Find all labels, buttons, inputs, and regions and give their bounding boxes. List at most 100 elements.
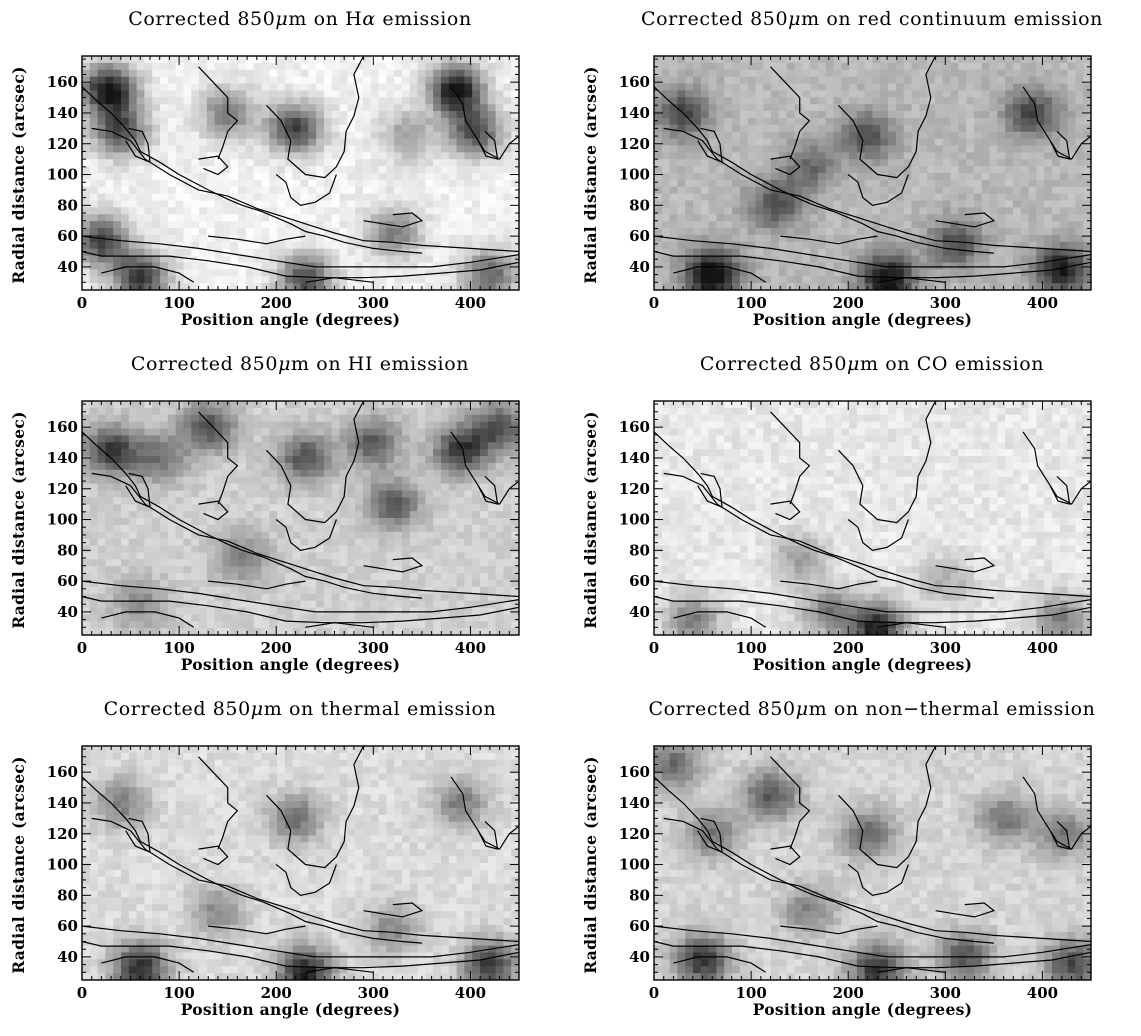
contour-overlay xyxy=(654,56,1091,283)
heatmap-cell xyxy=(495,407,504,416)
heatmap-cell xyxy=(277,442,286,450)
heatmap-cell xyxy=(456,159,465,167)
heatmap-cell xyxy=(778,193,788,202)
heatmap-cell xyxy=(763,269,772,277)
heatmap-cell xyxy=(973,248,983,257)
heatmap-cell xyxy=(199,152,208,160)
heatmap-cell xyxy=(323,276,333,284)
heatmap-cell xyxy=(339,152,348,160)
heatmap-cell xyxy=(989,173,998,181)
heatmap-cell xyxy=(105,200,114,209)
heatmap-cell xyxy=(355,111,364,119)
heatmap-cell xyxy=(82,483,91,492)
heatmap-cell xyxy=(724,234,733,243)
heatmap-cell xyxy=(144,449,153,457)
heatmap-cell xyxy=(700,200,710,209)
heatmap-cell xyxy=(934,283,944,290)
heatmap-cell xyxy=(331,76,341,85)
contour-line xyxy=(82,250,519,279)
heatmap-cell xyxy=(981,166,991,174)
heatmap-cell xyxy=(300,166,309,174)
heatmap-cell xyxy=(199,145,208,153)
heatmap-cell xyxy=(833,173,842,181)
heatmap-cell xyxy=(669,207,679,215)
heatmap-cell xyxy=(856,152,866,160)
heatmap-cell xyxy=(308,269,317,277)
heatmap-cell xyxy=(739,221,749,229)
heatmap-cell xyxy=(472,179,481,188)
heatmap-cell xyxy=(362,186,372,195)
heatmap-cell xyxy=(199,248,208,257)
heatmap-cell xyxy=(82,421,91,430)
heatmap-cell xyxy=(973,283,983,290)
heatmap-cell xyxy=(370,56,380,64)
heatmap-cell xyxy=(440,490,450,498)
heatmap-cell xyxy=(981,62,991,71)
heatmap-cell xyxy=(661,69,671,78)
heatmap-cell xyxy=(479,152,489,160)
heatmap-cell xyxy=(308,248,317,257)
heatmap-cell xyxy=(386,421,395,430)
heatmap-cell xyxy=(456,111,465,119)
heatmap-cell xyxy=(394,442,403,450)
heatmap-cell xyxy=(230,421,239,430)
heatmap-cell xyxy=(771,90,780,98)
heatmap-cell xyxy=(456,276,465,284)
heatmap-cell xyxy=(238,421,247,430)
heatmap-cell xyxy=(654,221,663,229)
heatmap-cell xyxy=(511,207,519,215)
heatmap-cell xyxy=(440,56,450,64)
heatmap-cell xyxy=(144,166,153,174)
heatmap-cell xyxy=(1083,228,1091,236)
heatmap-cell xyxy=(654,234,663,243)
heatmap-cell xyxy=(261,476,270,485)
heatmap-cell xyxy=(1083,104,1091,112)
heatmap-cell xyxy=(355,56,364,64)
heatmap-cell xyxy=(1020,117,1030,126)
heatmap-cell xyxy=(362,469,372,478)
heatmap-cell xyxy=(685,276,694,284)
heatmap-cell xyxy=(160,435,169,443)
heatmap-cell xyxy=(409,90,419,98)
heatmap-cell xyxy=(378,104,387,112)
heatmap-cell xyxy=(981,69,991,78)
heatmap-cell xyxy=(1044,145,1053,153)
heatmap-cell xyxy=(417,407,426,416)
heatmap-cell xyxy=(464,56,473,64)
heatmap-cell xyxy=(121,241,130,250)
heatmap-cell xyxy=(1067,69,1076,78)
heatmap-cell xyxy=(214,248,224,257)
heatmap-cell xyxy=(292,228,302,236)
heatmap-cell xyxy=(316,179,325,188)
heatmap-cell xyxy=(433,234,442,243)
heatmap-cell xyxy=(966,276,975,284)
heatmap-cell xyxy=(128,421,138,430)
heatmap-cell xyxy=(160,407,169,416)
heatmap-cell xyxy=(1083,283,1091,290)
heatmap-cell xyxy=(1067,152,1076,160)
heatmap-cell xyxy=(245,179,255,188)
heatmap-cell xyxy=(222,407,231,416)
heatmap-cell xyxy=(105,483,114,492)
heatmap-cell xyxy=(771,241,780,250)
heatmap-cell xyxy=(401,435,411,443)
heatmap-cell xyxy=(284,97,294,105)
heatmap-cell xyxy=(1067,104,1076,112)
heatmap-cell xyxy=(394,262,403,270)
heatmap-cell xyxy=(394,179,403,188)
heatmap-cell xyxy=(794,76,803,85)
heatmap-cell xyxy=(981,152,991,160)
heatmap-cell xyxy=(817,152,827,160)
heatmap-cell xyxy=(503,255,512,264)
heatmap-cell xyxy=(448,62,458,71)
heatmap-cell xyxy=(113,462,122,471)
heatmap-cell xyxy=(409,69,419,78)
heatmap-cell xyxy=(1083,234,1091,243)
heatmap-cell xyxy=(464,456,473,464)
heatmap-cell xyxy=(401,428,411,437)
heatmap-cell xyxy=(292,207,302,215)
heatmap-cell xyxy=(700,221,710,229)
heatmap-cell xyxy=(763,283,772,290)
y-tick-label: 140 xyxy=(619,104,650,122)
heatmap-cell xyxy=(417,124,426,133)
